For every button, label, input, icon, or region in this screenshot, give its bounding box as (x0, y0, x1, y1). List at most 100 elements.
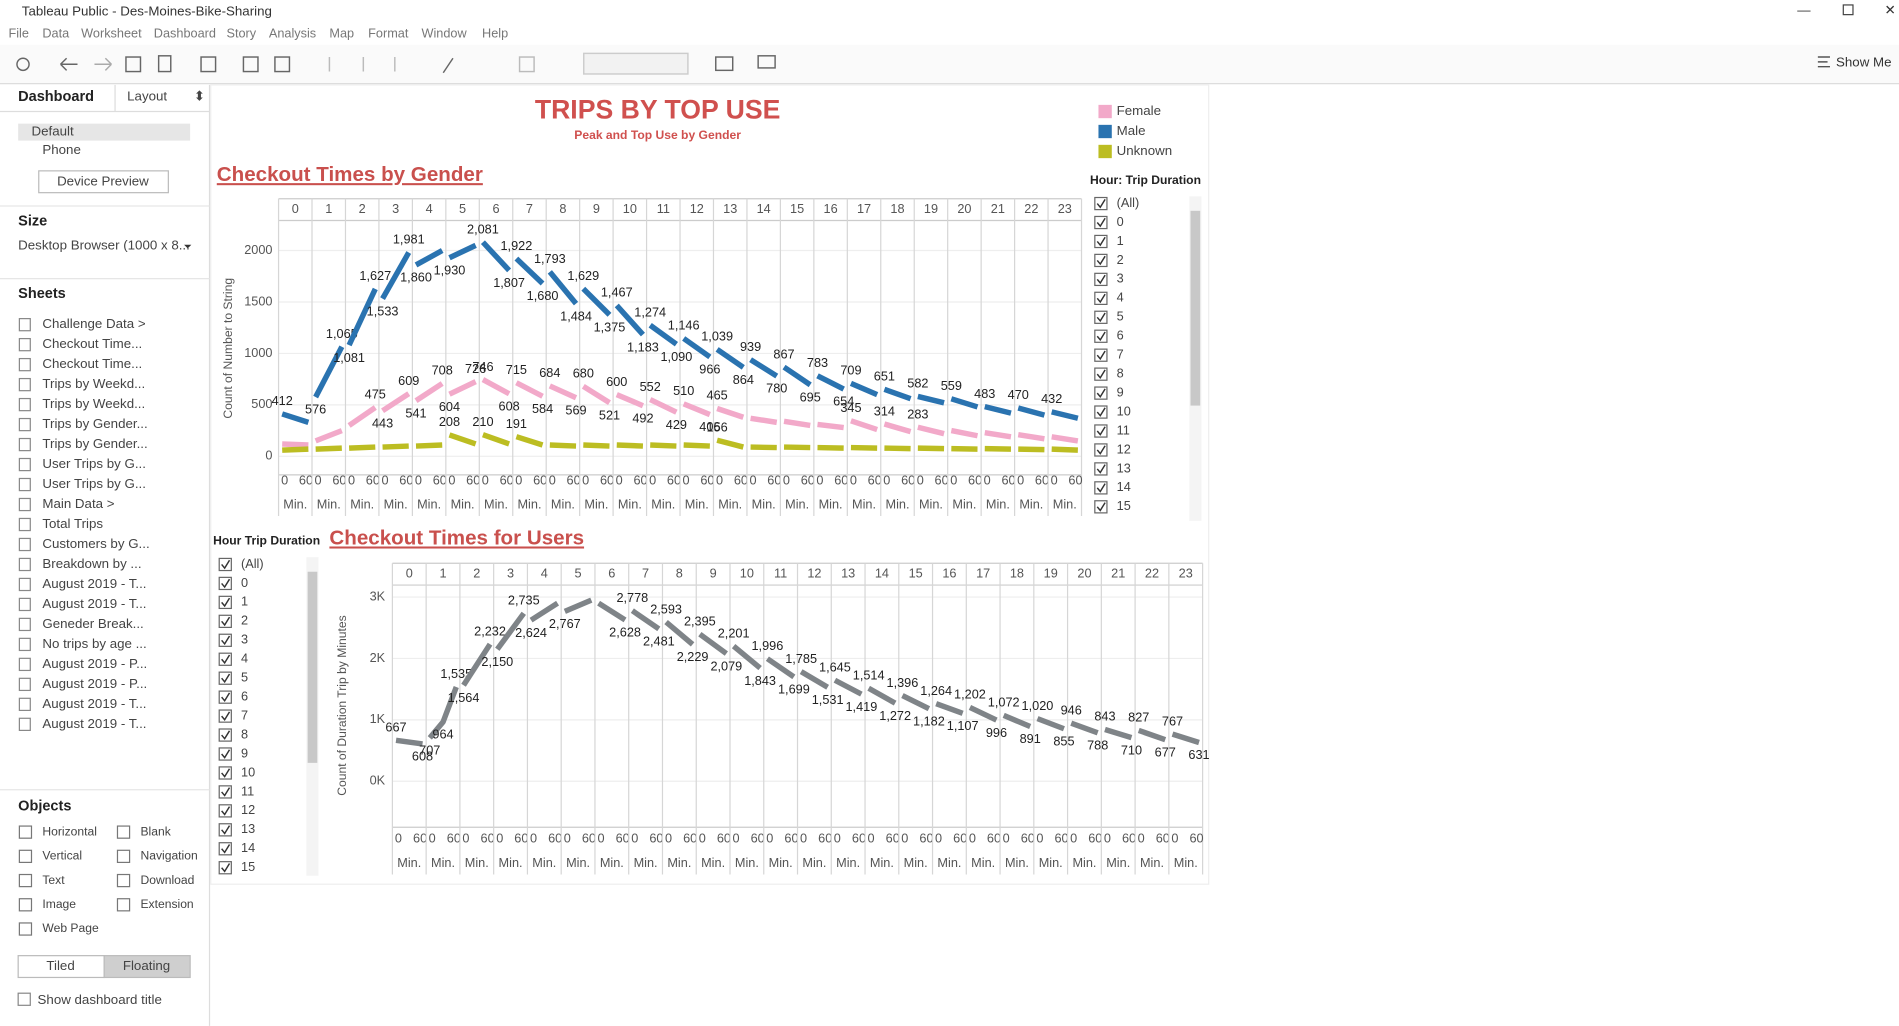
logo-icon[interactable] (16, 57, 30, 72)
device-preview-button[interactable] (38, 170, 169, 194)
filter-item[interactable]: 15 (1117, 498, 1131, 513)
filter-item[interactable]: 10 (241, 764, 255, 779)
sheet[interactable]: Trips by Gender... (42, 416, 147, 431)
filter-item[interactable]: 6 (1117, 328, 1124, 343)
close[interactable]: ✕ (1884, 3, 1895, 18)
size-dropdown[interactable]: Desktop Browser (1000 x 8... (18, 237, 190, 252)
object[interactable]: Extension (140, 897, 193, 911)
object[interactable]: Download (140, 873, 194, 887)
filter-item[interactable]: 5 (1117, 309, 1124, 324)
sheet[interactable]: August 2019 - T... (42, 596, 146, 611)
sheet[interactable]: Challenge Data > (42, 316, 145, 331)
label-icon[interactable] (518, 56, 535, 73)
sheet[interactable]: Main Data > (42, 496, 114, 511)
filter-item[interactable]: 1 (1117, 233, 1124, 248)
legend-label[interactable]: Female (1117, 103, 1161, 118)
minimize[interactable]: — (1797, 3, 1811, 18)
sheet[interactable]: August 2019 - P... (42, 656, 147, 671)
filter-item[interactable]: 15 (241, 859, 255, 874)
sheet[interactable]: Checkout Time... (42, 356, 142, 371)
object[interactable]: Image (42, 897, 76, 911)
filter-item[interactable]: 7 (241, 707, 248, 722)
filter-item[interactable]: 7 (1117, 347, 1124, 362)
new-sheet-icon[interactable] (157, 55, 172, 73)
filter-item[interactable]: 8 (241, 726, 248, 741)
chart-title[interactable]: Checkout Times for Users (329, 526, 584, 549)
scrollbar-thumb[interactable] (307, 571, 318, 763)
filter-item[interactable]: 3 (241, 632, 248, 647)
checkbox[interactable] (218, 595, 232, 610)
filter-item[interactable]: 1 (241, 594, 248, 609)
sheet[interactable]: Checkout Time... (42, 336, 142, 351)
object[interactable]: Blank (140, 824, 171, 838)
maximize[interactable] (1842, 4, 1854, 16)
device-preview[interactable]: Device Preview (57, 173, 149, 188)
sheet[interactable]: August 2019 - T... (42, 576, 146, 591)
scrollbar-thumb[interactable] (1190, 210, 1201, 406)
layout-mode[interactable]: Floating (123, 958, 170, 973)
sheet[interactable]: Total Trips (42, 516, 103, 531)
menu-item[interactable]: Analysis (269, 25, 316, 40)
filter-item[interactable]: 10 (1117, 403, 1131, 418)
legend-label[interactable]: Unknown (1117, 143, 1173, 158)
sheet[interactable]: August 2019 - T... (42, 716, 146, 731)
filter-item[interactable]: (All) (241, 556, 264, 571)
menu-item[interactable]: Worksheet (81, 25, 142, 40)
device[interactable]: Phone (42, 142, 81, 157)
object[interactable]: Horizontal (42, 824, 97, 838)
filter-item[interactable]: 3 (1117, 271, 1124, 286)
chart-title[interactable]: Checkout Times by Gender (217, 163, 483, 186)
filter-item[interactable]: 12 (241, 802, 255, 817)
filter-item[interactable]: 0 (1117, 214, 1124, 229)
filter-item[interactable]: 2 (1117, 252, 1124, 267)
sheet[interactable]: August 2019 - T... (42, 696, 146, 711)
sheet[interactable]: Trips by Weekd... (42, 396, 145, 411)
floating-button[interactable] (103, 955, 191, 979)
filter-item[interactable]: 9 (1117, 384, 1124, 399)
menu-item[interactable]: Dashboard (154, 25, 216, 40)
filter-item[interactable]: 14 (1117, 479, 1131, 494)
back-icon[interactable] (60, 57, 78, 71)
fit-dropdown[interactable] (583, 52, 689, 75)
object[interactable]: Vertical (42, 849, 82, 863)
save-icon[interactable] (125, 56, 142, 73)
device[interactable]: Default (31, 124, 73, 139)
filter-item[interactable]: 2 (241, 613, 248, 628)
filter-item[interactable]: 9 (241, 745, 248, 760)
filter-item[interactable]: 14 (241, 840, 255, 855)
filter-item[interactable]: 0 (241, 575, 248, 590)
sheet[interactable]: User Trips by G... (42, 456, 146, 471)
new-dashboard-icon[interactable] (200, 56, 217, 73)
sheet[interactable]: User Trips by G... (42, 476, 146, 491)
sheet[interactable]: Geneder Break... (42, 616, 143, 631)
clear-icon[interactable] (274, 56, 291, 73)
tab-arrow[interactable]: ⬍ (194, 89, 205, 104)
menu-item[interactable]: File (8, 25, 28, 40)
filter-item[interactable]: 4 (241, 651, 248, 666)
filter-item[interactable]: (All) (1117, 195, 1140, 210)
menu-item[interactable]: Story (226, 25, 256, 40)
sheet[interactable]: Trips by Weekd... (42, 376, 145, 391)
sheet[interactable]: Customers by G... (42, 536, 149, 551)
object[interactable]: Navigation (140, 849, 197, 863)
duplicate-icon[interactable] (242, 56, 259, 73)
filter-item[interactable]: 8 (1117, 366, 1124, 381)
highlight-icon[interactable] (442, 57, 454, 74)
show-me-icon[interactable] (1817, 56, 1830, 68)
sheet[interactable]: Breakdown by ... (42, 556, 141, 571)
object[interactable]: Text (42, 873, 65, 887)
sort-icons[interactable] (328, 57, 396, 72)
show-title-label[interactable]: Show dashboard title (38, 992, 162, 1007)
filter-item[interactable]: 11 (1117, 422, 1130, 437)
menu-item[interactable]: Window (421, 25, 467, 40)
presentation-icon[interactable] (757, 55, 776, 69)
tab[interactable]: Dashboard (18, 89, 94, 105)
legend-label[interactable]: Male (1117, 123, 1146, 138)
filter-item[interactable]: 13 (1117, 460, 1131, 475)
layout-mode[interactable]: Tiled (46, 958, 74, 973)
menu-item[interactable]: Format (368, 25, 409, 40)
menu-item[interactable]: Data (42, 25, 70, 40)
menu-item[interactable]: Map (329, 25, 354, 40)
filter-item[interactable]: 6 (241, 689, 248, 704)
show-title-checkbox[interactable] (17, 992, 31, 1006)
